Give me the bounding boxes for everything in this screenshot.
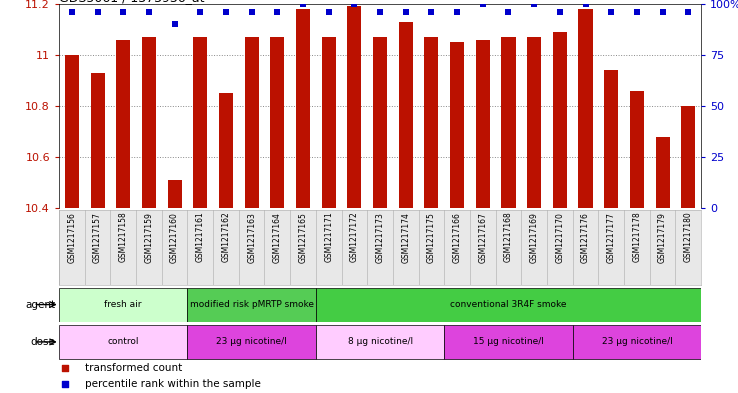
Point — [297, 1, 309, 7]
Text: GSM1217165: GSM1217165 — [299, 212, 308, 263]
Bar — [116, 40, 131, 208]
Text: GSM1217163: GSM1217163 — [247, 212, 256, 263]
Text: dose: dose — [30, 337, 55, 347]
Point — [348, 1, 360, 7]
Text: GSM1217169: GSM1217169 — [530, 212, 539, 263]
Text: conventional 3R4F smoke: conventional 3R4F smoke — [450, 300, 567, 309]
Point — [400, 9, 412, 15]
Point — [66, 9, 77, 15]
Bar — [219, 93, 233, 208]
Bar — [553, 32, 567, 208]
Text: GSM1217176: GSM1217176 — [581, 212, 590, 263]
Text: GSM1217174: GSM1217174 — [401, 212, 410, 263]
Bar — [244, 37, 259, 208]
Bar — [501, 37, 516, 208]
Text: GSM1217162: GSM1217162 — [221, 212, 230, 263]
Point — [169, 21, 181, 28]
Bar — [316, 288, 701, 321]
Text: GDS5061 / 1373936_at: GDS5061 / 1373936_at — [59, 0, 204, 4]
Text: GSM1217172: GSM1217172 — [350, 212, 359, 263]
Text: control: control — [108, 338, 139, 346]
Point — [605, 9, 617, 15]
Point — [272, 9, 283, 15]
Point — [528, 1, 540, 7]
Point — [657, 9, 669, 15]
Text: agent: agent — [25, 299, 55, 310]
Point — [246, 9, 258, 15]
Point — [503, 9, 514, 15]
Text: 15 μg nicotine/l: 15 μg nicotine/l — [473, 338, 544, 346]
Bar — [476, 40, 490, 208]
Point — [426, 9, 438, 15]
Text: 23 μg nicotine/l: 23 μg nicotine/l — [601, 338, 672, 346]
Bar — [65, 55, 79, 208]
Bar — [142, 37, 156, 208]
Bar — [348, 6, 362, 208]
Point — [683, 9, 694, 15]
Text: GSM1217177: GSM1217177 — [607, 212, 615, 263]
Bar — [655, 137, 669, 208]
Text: GSM1217158: GSM1217158 — [119, 212, 128, 263]
Text: GSM1217160: GSM1217160 — [170, 212, 179, 263]
Text: 8 μg nicotine/l: 8 μg nicotine/l — [348, 338, 413, 346]
Point — [323, 9, 334, 15]
Point — [554, 9, 566, 15]
Bar — [316, 325, 444, 359]
Text: 23 μg nicotine/l: 23 μg nicotine/l — [216, 338, 287, 346]
Bar — [573, 325, 701, 359]
Bar — [187, 288, 316, 321]
Text: fresh air: fresh air — [105, 300, 142, 309]
Bar — [630, 91, 644, 208]
Point — [92, 9, 103, 15]
Bar — [373, 37, 387, 208]
Bar — [187, 325, 316, 359]
Text: GSM1217180: GSM1217180 — [684, 212, 693, 263]
Bar — [168, 180, 182, 208]
Text: GSM1217166: GSM1217166 — [452, 212, 461, 263]
Point — [579, 1, 591, 7]
Bar — [322, 37, 336, 208]
Text: GSM1217168: GSM1217168 — [504, 212, 513, 263]
Bar — [59, 325, 187, 359]
Text: GSM1217178: GSM1217178 — [632, 212, 641, 263]
Point — [220, 9, 232, 15]
Text: GSM1217167: GSM1217167 — [478, 212, 487, 263]
Bar — [296, 9, 310, 208]
Text: GSM1217179: GSM1217179 — [658, 212, 667, 263]
Text: modified risk pMRTP smoke: modified risk pMRTP smoke — [190, 300, 314, 309]
Point — [451, 9, 463, 15]
Point — [60, 380, 72, 387]
Text: GSM1217159: GSM1217159 — [145, 212, 154, 263]
Point — [117, 9, 129, 15]
Bar — [270, 37, 284, 208]
Bar — [450, 42, 464, 208]
Text: GSM1217175: GSM1217175 — [427, 212, 436, 263]
Text: transformed count: transformed count — [85, 364, 182, 373]
Point — [194, 9, 206, 15]
Text: GSM1217171: GSM1217171 — [324, 212, 333, 263]
Text: GSM1217157: GSM1217157 — [93, 212, 102, 263]
Point — [374, 9, 386, 15]
Bar — [681, 106, 695, 208]
Bar — [399, 22, 413, 208]
Point — [631, 9, 643, 15]
Bar — [527, 37, 541, 208]
Point — [143, 9, 155, 15]
Text: GSM1217173: GSM1217173 — [376, 212, 384, 263]
Text: GSM1217161: GSM1217161 — [196, 212, 204, 263]
Bar — [579, 9, 593, 208]
Bar — [424, 37, 438, 208]
Text: percentile rank within the sample: percentile rank within the sample — [85, 378, 261, 389]
Bar — [91, 73, 105, 208]
Point — [60, 365, 72, 372]
Bar — [59, 288, 187, 321]
Bar — [604, 70, 618, 208]
Bar — [444, 325, 573, 359]
Text: GSM1217156: GSM1217156 — [67, 212, 76, 263]
Bar — [193, 37, 207, 208]
Text: GSM1217170: GSM1217170 — [556, 212, 565, 263]
Text: GSM1217164: GSM1217164 — [273, 212, 282, 263]
Point — [477, 1, 489, 7]
